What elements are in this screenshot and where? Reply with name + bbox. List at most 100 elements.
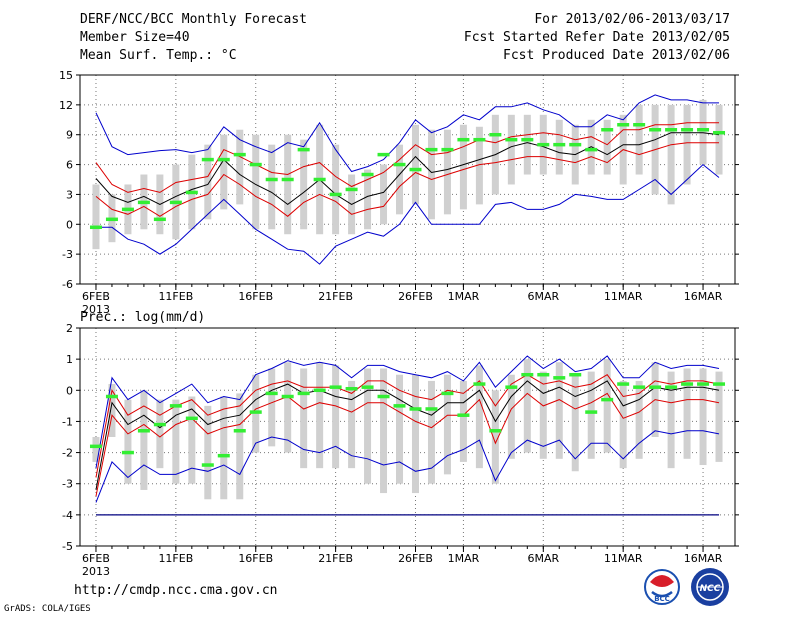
temp-xtick-label: 1MAR (448, 290, 480, 303)
temp-spread-box (555, 119, 563, 175)
temp-spread-box (411, 124, 419, 205)
prec-spread-box (364, 368, 372, 484)
prec-xtick-label: 11FEB (158, 552, 193, 565)
prec-spread-box (699, 368, 707, 466)
temp-min-line (96, 163, 720, 265)
prec-spread-box (427, 380, 435, 484)
prec-max-line (95, 355, 720, 469)
temp-xtick-label: 16MAR (684, 290, 723, 303)
temp-spread-box (635, 104, 643, 175)
bcc-logo-wave (651, 590, 673, 598)
temp-median-line (95, 132, 720, 206)
temp-xtick-label: 16FEB (238, 290, 273, 303)
temp-spread-box (459, 124, 467, 210)
temp-xtick-label: 6FEB (82, 290, 110, 303)
bcc-logo-swirl (650, 575, 674, 587)
prec-min-line (95, 430, 720, 503)
temp-year-label: 2013 (82, 303, 110, 316)
prec-spread-box (523, 359, 531, 453)
prec-year-label: 2013 (82, 565, 110, 578)
temp-spread-box (475, 126, 483, 205)
temp-frame (79, 74, 736, 285)
temp-panel: -6 -3 0 3 6 9 12 15 6FEB 11FEB 16FEB 21FEB 26FEB 1MAR… (59, 69, 739, 316)
prec-ytick-label: -3 (62, 478, 73, 491)
prec-spread-box (411, 374, 419, 494)
bcc-logo-text: BCC (654, 595, 670, 603)
prec-xtick-label: 1MAR (448, 552, 480, 565)
temp-ytick-label: 12 (59, 99, 73, 112)
prec-spread-box (715, 371, 723, 462)
prec-spread-box (236, 393, 244, 500)
prec-spread-box (348, 380, 356, 469)
prec-q-low-line (95, 392, 720, 497)
prec-spread-box (619, 380, 627, 469)
bcc-logo: BCC (644, 569, 680, 605)
ncc-logo-text: NCC (700, 584, 721, 594)
prec-spread-box (539, 371, 547, 459)
prec-ytick-label: 1 (66, 353, 73, 366)
prec-spread-box (220, 396, 228, 500)
temp-ytick-label: 6 (66, 159, 73, 172)
prec-spread-box (603, 359, 611, 453)
temp-spread-box (220, 134, 228, 210)
prec-spread-box (332, 365, 340, 469)
temp-q-low-line (95, 142, 719, 217)
footer-url[interactable]: http://cmdp.ncc.cma.gov.cn (74, 583, 278, 598)
prec-ytick-label: -5 (62, 540, 73, 553)
temp-xtick-label: 21FEB (318, 290, 353, 303)
temp-spread-box (300, 139, 308, 230)
prec-ytick-label: 2 (66, 322, 73, 335)
prec-xtick-label: 6MAR (527, 552, 559, 565)
temp-spread-box (603, 119, 611, 175)
temp-ytick-label: 9 (66, 129, 73, 142)
prec-spread-box (92, 437, 100, 462)
prec-spread-box (555, 362, 563, 459)
temp-spread-box (507, 114, 515, 185)
prec-spread-box (140, 390, 148, 490)
prec-spread-box (124, 399, 132, 484)
prec-spread-box (268, 368, 276, 447)
temp-spread-box (715, 104, 723, 175)
temp-xtick-label: 26FEB (398, 290, 433, 303)
prec-spread-box (491, 390, 499, 484)
prec-spread-box (683, 368, 691, 459)
prec-xtick-label: 21FEB (318, 552, 353, 565)
prec-q-high-line (95, 374, 720, 478)
grads-credit: GrADS: COLA/IGES (4, 604, 91, 614)
temp-spread-box (523, 114, 531, 175)
temp-spread-box (364, 169, 372, 230)
prec-spread-box (156, 399, 164, 469)
prec-xtick-label: 16FEB (238, 552, 273, 565)
prec-spread-box (108, 384, 116, 437)
temp-ytick-label: 3 (66, 188, 73, 201)
prec-spread-box (587, 371, 595, 459)
temp-ytick-label: 0 (66, 218, 73, 231)
member-size-label: Member Size=40 (80, 30, 190, 45)
temp-q-high-line (95, 122, 719, 193)
prec-ytick-label: -1 (62, 415, 73, 428)
temp-ytick-label: -3 (62, 248, 73, 261)
prec-median-line (95, 380, 720, 490)
chart-title: DERF/NCC/BCC Monthly Forecast (80, 12, 307, 27)
prec-frame (79, 327, 736, 547)
temp-spread-box (683, 104, 691, 185)
prec-spread-box (459, 380, 467, 462)
prec-ytick-label: -2 (62, 447, 73, 460)
temp-spread-box (667, 104, 675, 205)
temp-spread-box (380, 164, 388, 225)
prec-spread-box (475, 365, 483, 469)
ncc-logo: NCC (691, 568, 729, 606)
temperature-panel-title: Mean Surf. Temp.: °C (80, 48, 237, 63)
prec-ytick-label: -4 (62, 509, 73, 522)
temp-spread-box (443, 129, 451, 215)
temp-spread-box (236, 129, 244, 205)
prec-ytick-label: 0 (66, 384, 73, 397)
prec-spread-box (204, 405, 212, 500)
prec-spread-box (443, 374, 451, 475)
prec-spread-box (316, 362, 324, 469)
prec-spread-box (571, 374, 579, 472)
prec-spread-box (172, 399, 180, 484)
prec-xtick-label: 6FEB (82, 552, 110, 565)
temp-spread-box (396, 144, 404, 215)
